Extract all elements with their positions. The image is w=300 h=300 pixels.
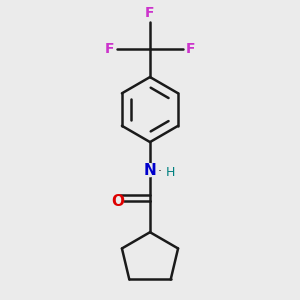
Text: F: F (185, 42, 195, 56)
Ellipse shape (112, 195, 123, 208)
Ellipse shape (145, 164, 155, 177)
Text: F: F (105, 42, 115, 56)
Text: ·: · (158, 165, 162, 178)
Text: N: N (144, 163, 156, 178)
Text: O: O (111, 194, 124, 209)
Text: F: F (145, 6, 155, 20)
Text: H: H (165, 166, 175, 179)
